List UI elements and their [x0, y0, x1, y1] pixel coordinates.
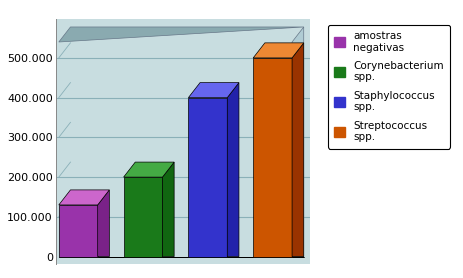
Polygon shape: [292, 27, 304, 257]
Polygon shape: [227, 83, 239, 257]
Polygon shape: [292, 43, 304, 257]
Bar: [124, 177, 163, 257]
Polygon shape: [59, 27, 304, 42]
Polygon shape: [253, 43, 304, 58]
Polygon shape: [59, 190, 109, 205]
Polygon shape: [98, 190, 109, 257]
Bar: [188, 98, 227, 257]
Polygon shape: [163, 162, 174, 257]
Polygon shape: [188, 83, 239, 98]
Bar: [253, 58, 292, 257]
Legend: amostras
negativas, Corynebacterium
spp., Staphylococcus
spp., Streptococcus
spp: amostras negativas, Corynebacterium spp.…: [328, 25, 450, 148]
Bar: [59, 205, 98, 257]
Polygon shape: [124, 162, 174, 177]
